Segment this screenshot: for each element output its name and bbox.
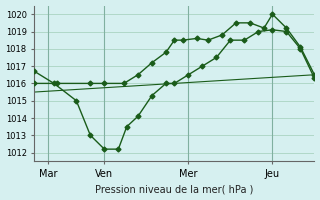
X-axis label: Pression niveau de la mer( hPa ): Pression niveau de la mer( hPa ) xyxy=(95,184,253,194)
